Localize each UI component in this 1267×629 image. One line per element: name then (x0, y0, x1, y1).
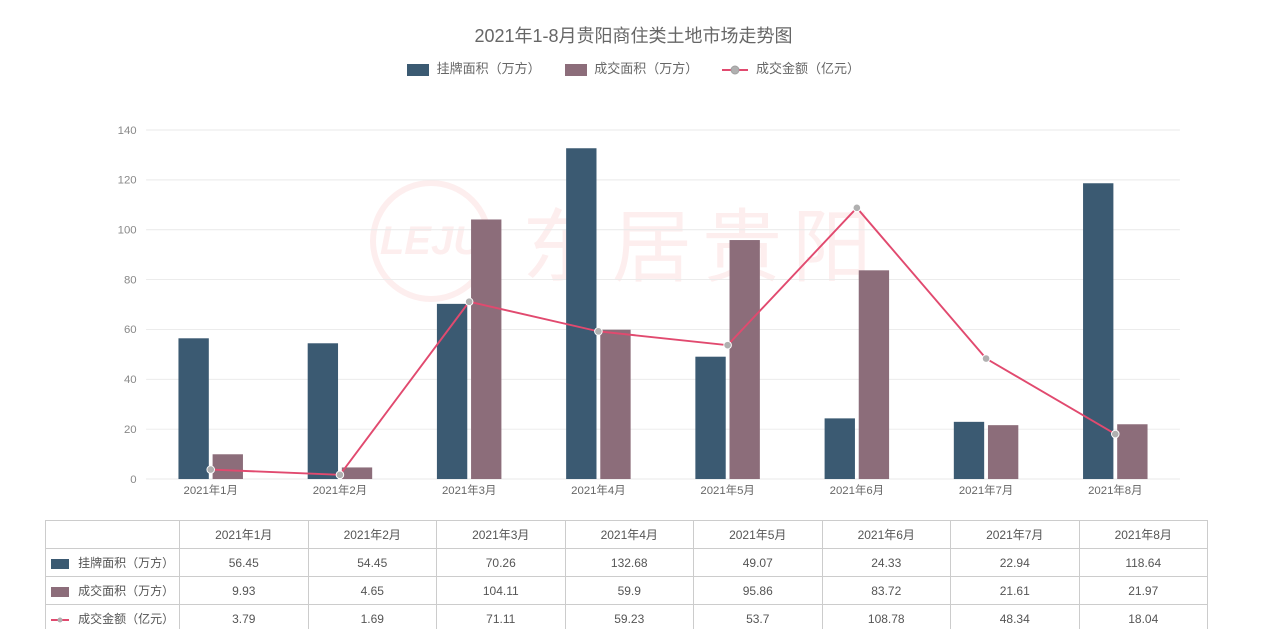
legend: 挂牌面积（万方） 成交面积（万方） 成交金额（亿元） (0, 58, 1267, 77)
svg-text:140: 140 (118, 125, 137, 137)
svg-text:0: 0 (130, 474, 136, 486)
swatch-traded (565, 64, 587, 76)
table-col-header: 2021年4月 (565, 521, 694, 549)
legend-item-amount: 成交金额（亿元） (722, 58, 860, 77)
svg-text:2021年3月: 2021年3月 (442, 483, 496, 497)
swatch-amount (722, 69, 748, 71)
table-cell: 59.9 (565, 577, 694, 605)
chart-title: 2021年1-8月贵阳商住类土地市场走势图 (0, 0, 1267, 48)
svg-text:2021年8月: 2021年8月 (1088, 483, 1142, 497)
table-col-header: 2021年1月 (180, 521, 309, 549)
table-cell: 4.65 (308, 577, 437, 605)
svg-text:2021年6月: 2021年6月 (830, 483, 884, 497)
row-header-traded: 成交面积（万方） (46, 577, 180, 605)
table-cell: 22.94 (951, 549, 1080, 577)
table-col-header: 2021年2月 (308, 521, 437, 549)
table-col-header: 2021年6月 (822, 521, 951, 549)
table-cell: 95.86 (694, 577, 823, 605)
table-cell: 118.64 (1079, 549, 1208, 577)
table-col-header: 2021年5月 (694, 521, 823, 549)
table-col-header: 2021年7月 (951, 521, 1080, 549)
svg-text:2021年4月: 2021年4月 (571, 483, 625, 497)
legend-item-listed: 挂牌面积（万方） (407, 58, 541, 77)
table-cell: 70.26 (437, 549, 566, 577)
table-row-amount: 成交金额（亿元） 3.791.6971.1159.2353.7108.7848.… (46, 605, 1208, 629)
table-cell: 53.7 (694, 605, 823, 629)
y-axis-labels: 0 20 40 60 80 100 120 140 (118, 125, 137, 486)
svg-text:60: 60 (124, 324, 137, 336)
svg-text:2021年5月: 2021年5月 (700, 483, 754, 497)
table-cell: 59.23 (565, 605, 694, 629)
table-cell: 3.79 (180, 605, 309, 629)
table-cell: 104.11 (437, 577, 566, 605)
legend-item-traded: 成交面积（万方） (565, 58, 699, 77)
svg-text:2021年2月: 2021年2月 (313, 483, 367, 497)
table-cell: 71.11 (437, 605, 566, 629)
table-cell: 56.45 (180, 549, 309, 577)
svg-text:2021年7月: 2021年7月 (959, 483, 1013, 497)
table-cell: 132.68 (565, 549, 694, 577)
svg-text:2021年1月: 2021年1月 (184, 483, 238, 497)
table-cell: 48.34 (951, 605, 1080, 629)
table-header-row: 2021年1月2021年2月2021年3月2021年4月2021年5月2021年… (46, 521, 1208, 549)
table-col-header: 2021年3月 (437, 521, 566, 549)
svg-text:100: 100 (118, 225, 137, 237)
table-cell: 9.93 (180, 577, 309, 605)
table-row-listed: 挂牌面积（万方） 56.4554.4570.26132.6849.0724.33… (46, 549, 1208, 577)
svg-text:40: 40 (124, 374, 137, 386)
svg-text:20: 20 (124, 424, 137, 436)
table-cell: 108.78 (822, 605, 951, 629)
table-cell: 1.69 (308, 605, 437, 629)
table-cell: 24.33 (822, 549, 951, 577)
x-axis-labels: 2021年1月 2021年2月 2021年3月 2021年4月 2021年5月 2021年… (184, 483, 1143, 497)
svg-text:80: 80 (124, 274, 137, 286)
table-cell: 54.45 (308, 549, 437, 577)
row-header-listed: 挂牌面积（万方） (46, 549, 180, 577)
table-cell: 49.07 (694, 549, 823, 577)
data-table: 2021年1月2021年2月2021年3月2021年4月2021年5月2021年… (45, 520, 1208, 629)
table-cell: 18.04 (1079, 605, 1208, 629)
swatch-listed (407, 64, 429, 76)
gridlines (146, 130, 1180, 479)
table-cell: 21.97 (1079, 577, 1208, 605)
svg-text:120: 120 (118, 175, 137, 187)
chart-svg: 020406080100120140 2021年1月2021年2月2021年3月… (118, 130, 1208, 498)
table-row-traded: 成交面积（万方） 9.934.65104.1159.995.8683.7221.… (46, 577, 1208, 605)
table-cell: 83.72 (822, 577, 951, 605)
row-header-amount: 成交金额（亿元） (46, 605, 180, 629)
table-corner (46, 521, 180, 549)
table-col-header: 2021年8月 (1079, 521, 1208, 549)
table-cell: 21.61 (951, 577, 1080, 605)
